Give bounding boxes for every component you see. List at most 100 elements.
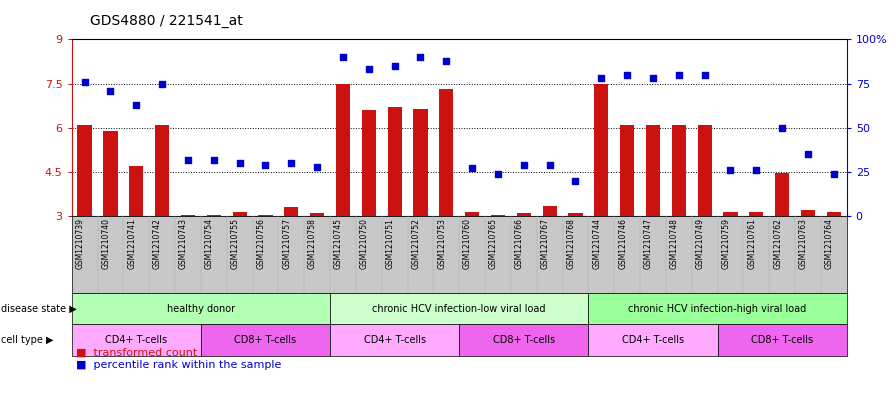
- Text: GDS4880 / 221541_at: GDS4880 / 221541_at: [90, 13, 242, 28]
- Point: [336, 54, 350, 60]
- Point: [672, 72, 686, 78]
- Text: GSM1210752: GSM1210752: [411, 218, 420, 269]
- Point: [155, 80, 169, 86]
- Bar: [697, 125, 711, 216]
- Bar: [620, 125, 634, 216]
- Bar: [103, 130, 117, 216]
- Text: GSM1210763: GSM1210763: [799, 218, 808, 269]
- Text: GSM1210739: GSM1210739: [75, 218, 84, 269]
- Text: GSM1210754: GSM1210754: [205, 218, 214, 269]
- Bar: [413, 108, 427, 216]
- Text: GSM1210756: GSM1210756: [256, 218, 265, 269]
- Point: [387, 62, 401, 69]
- Text: CD8+ T-cells: CD8+ T-cells: [235, 335, 297, 345]
- Bar: [465, 212, 479, 216]
- Text: GSM1210749: GSM1210749: [695, 218, 704, 269]
- Bar: [181, 215, 195, 216]
- Text: ■  transformed count: ■ transformed count: [76, 348, 197, 358]
- Bar: [284, 207, 298, 216]
- Text: GSM1210743: GSM1210743: [179, 218, 188, 269]
- Bar: [672, 125, 686, 216]
- Point: [801, 151, 815, 157]
- Text: GSM1210768: GSM1210768: [566, 218, 575, 269]
- Text: GSM1210758: GSM1210758: [308, 218, 317, 269]
- Point: [232, 160, 246, 166]
- Text: CD4+ T-cells: CD4+ T-cells: [622, 335, 684, 345]
- Bar: [646, 125, 660, 216]
- Text: GSM1210765: GSM1210765: [489, 218, 498, 269]
- Text: GSM1210744: GSM1210744: [592, 218, 601, 269]
- Point: [697, 72, 711, 78]
- Text: GSM1210759: GSM1210759: [721, 218, 730, 269]
- Text: GSM1210746: GSM1210746: [618, 218, 627, 269]
- Text: GSM1210740: GSM1210740: [101, 218, 110, 269]
- Text: GSM1210761: GSM1210761: [747, 218, 756, 269]
- Point: [129, 101, 143, 108]
- Text: CD8+ T-cells: CD8+ T-cells: [751, 335, 814, 345]
- Bar: [362, 110, 376, 216]
- Text: GSM1210767: GSM1210767: [540, 218, 549, 269]
- Point: [491, 171, 505, 177]
- Text: GSM1210753: GSM1210753: [437, 218, 446, 269]
- Point: [439, 57, 453, 64]
- Text: chronic HCV infection-low viral load: chronic HCV infection-low viral load: [373, 303, 546, 314]
- Point: [310, 163, 324, 170]
- Bar: [129, 166, 143, 216]
- Text: GSM1210742: GSM1210742: [153, 218, 162, 269]
- Bar: [77, 125, 91, 216]
- Point: [827, 171, 841, 177]
- Bar: [387, 107, 401, 216]
- Text: ■  percentile rank within the sample: ■ percentile rank within the sample: [76, 360, 281, 370]
- Text: CD8+ T-cells: CD8+ T-cells: [493, 335, 555, 345]
- Bar: [568, 213, 582, 216]
- Point: [181, 156, 195, 163]
- Text: GSM1210741: GSM1210741: [127, 218, 136, 269]
- Bar: [594, 83, 608, 216]
- Point: [284, 160, 298, 166]
- Point: [77, 79, 91, 85]
- Bar: [491, 215, 505, 216]
- Text: GSM1210747: GSM1210747: [644, 218, 653, 269]
- Bar: [258, 215, 272, 216]
- Bar: [542, 206, 556, 216]
- Bar: [827, 212, 841, 216]
- Text: GSM1210760: GSM1210760: [463, 218, 472, 269]
- Bar: [749, 212, 763, 216]
- Bar: [801, 210, 815, 216]
- Bar: [439, 90, 453, 216]
- Text: disease state ▶: disease state ▶: [1, 303, 77, 314]
- Bar: [155, 125, 169, 216]
- Text: GSM1210745: GSM1210745: [334, 218, 343, 269]
- Text: healthy donor: healthy donor: [167, 303, 235, 314]
- Text: GSM1210755: GSM1210755: [230, 218, 239, 269]
- Text: GSM1210762: GSM1210762: [773, 218, 782, 269]
- Bar: [517, 213, 531, 216]
- Bar: [775, 173, 789, 216]
- Point: [207, 156, 221, 163]
- Bar: [310, 213, 324, 216]
- Text: GSM1210757: GSM1210757: [282, 218, 291, 269]
- Text: GSM1210748: GSM1210748: [670, 218, 679, 269]
- Bar: [232, 212, 246, 216]
- Text: cell type ▶: cell type ▶: [1, 335, 54, 345]
- Point: [362, 66, 376, 72]
- Bar: [336, 83, 350, 216]
- Point: [568, 178, 582, 184]
- Point: [103, 87, 117, 94]
- Point: [646, 75, 660, 81]
- Text: GSM1210766: GSM1210766: [515, 218, 524, 269]
- Point: [413, 54, 427, 60]
- Point: [775, 125, 789, 131]
- Point: [542, 162, 556, 168]
- Point: [723, 167, 737, 173]
- Bar: [207, 215, 221, 216]
- Text: chronic HCV infection-high viral load: chronic HCV infection-high viral load: [628, 303, 806, 314]
- Point: [749, 167, 763, 173]
- Text: GSM1210764: GSM1210764: [825, 218, 834, 269]
- Text: GSM1210751: GSM1210751: [385, 218, 394, 269]
- Point: [517, 162, 531, 168]
- Point: [258, 162, 272, 168]
- Point: [465, 165, 479, 171]
- Bar: [723, 212, 737, 216]
- Point: [620, 72, 634, 78]
